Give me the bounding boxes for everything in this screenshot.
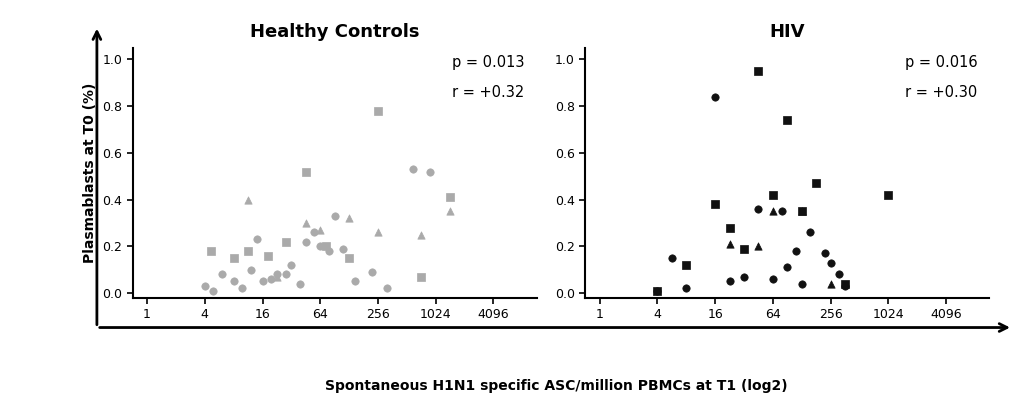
- Point: [793, 208, 809, 214]
- Point: [879, 192, 896, 198]
- Point: [214, 271, 230, 278]
- Point: [441, 194, 458, 200]
- Point: [277, 271, 293, 278]
- Point: [370, 229, 386, 235]
- Point: [779, 264, 795, 270]
- Point: [370, 108, 386, 114]
- Point: [269, 274, 285, 280]
- Point: [340, 255, 357, 261]
- Point: [312, 243, 328, 249]
- Point: [678, 262, 694, 268]
- Point: [706, 94, 722, 100]
- Point: [239, 248, 256, 254]
- Point: [225, 255, 242, 261]
- Point: [764, 192, 781, 198]
- Point: [807, 180, 823, 186]
- Point: [750, 206, 766, 212]
- Point: [291, 281, 308, 287]
- Text: r = +0.32: r = +0.32: [452, 85, 524, 100]
- Point: [821, 260, 838, 266]
- Point: [249, 236, 265, 243]
- Point: [277, 239, 293, 245]
- Text: Spontaneous H1N1 specific ASC/million PBMCs at T1 (log2): Spontaneous H1N1 specific ASC/million PB…: [324, 379, 787, 393]
- Point: [836, 283, 852, 289]
- Point: [735, 245, 751, 252]
- Point: [836, 281, 852, 287]
- Point: [243, 266, 259, 273]
- Point: [254, 278, 270, 285]
- Point: [816, 250, 833, 256]
- Point: [326, 213, 342, 219]
- Point: [720, 241, 737, 247]
- Point: [205, 287, 221, 294]
- Point: [269, 271, 285, 278]
- Point: [413, 274, 429, 280]
- Point: [441, 208, 458, 214]
- Text: p = 0.013: p = 0.013: [451, 55, 524, 70]
- Point: [197, 283, 213, 289]
- Point: [202, 248, 218, 254]
- Point: [378, 285, 394, 291]
- Point: [720, 278, 737, 285]
- Point: [298, 239, 314, 245]
- Point: [779, 117, 795, 123]
- Point: [764, 276, 781, 282]
- Point: [260, 252, 276, 259]
- Point: [706, 201, 722, 207]
- Point: [821, 281, 838, 287]
- Point: [405, 166, 421, 172]
- Point: [306, 229, 322, 235]
- Point: [663, 255, 680, 261]
- Title: Healthy Controls: Healthy Controls: [250, 23, 419, 40]
- Point: [283, 262, 300, 268]
- Y-axis label: Plasmablasts at T0 (%): Plasmablasts at T0 (%): [83, 83, 97, 263]
- Point: [340, 215, 357, 222]
- Point: [312, 227, 328, 233]
- Point: [320, 248, 336, 254]
- Point: [234, 285, 251, 291]
- Point: [793, 281, 809, 287]
- Point: [793, 208, 809, 214]
- Point: [830, 271, 847, 278]
- Point: [649, 287, 665, 294]
- Point: [802, 229, 818, 235]
- Point: [720, 224, 737, 231]
- Point: [335, 245, 352, 252]
- Point: [239, 197, 256, 203]
- Text: p = 0.016: p = 0.016: [904, 55, 976, 70]
- Point: [422, 168, 438, 175]
- Point: [318, 243, 334, 249]
- Point: [649, 287, 665, 294]
- Point: [263, 276, 279, 282]
- Point: [346, 278, 363, 285]
- Point: [678, 285, 694, 291]
- Point: [772, 208, 789, 214]
- Point: [735, 274, 751, 280]
- Point: [364, 269, 380, 275]
- Point: [225, 278, 242, 285]
- Point: [764, 208, 781, 214]
- Point: [298, 168, 314, 175]
- Text: r = +0.30: r = +0.30: [904, 85, 976, 100]
- Point: [750, 243, 766, 249]
- Point: [750, 68, 766, 74]
- Title: HIV: HIV: [768, 23, 804, 40]
- Point: [298, 220, 314, 226]
- Point: [413, 231, 429, 238]
- Point: [787, 248, 803, 254]
